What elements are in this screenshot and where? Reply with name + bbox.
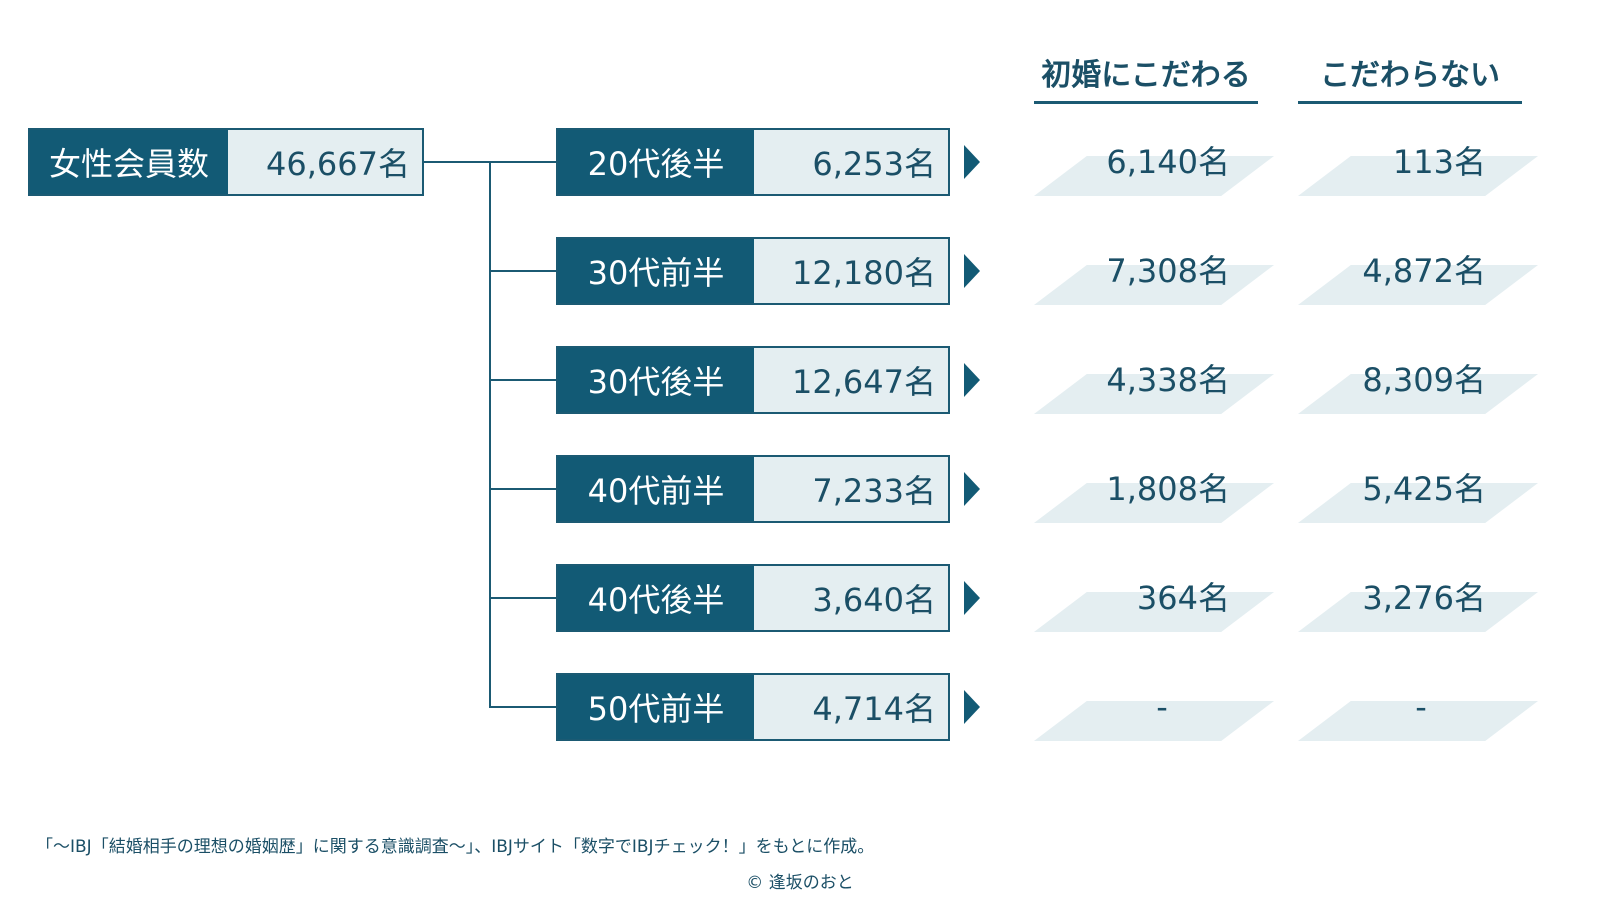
no-preference-count: 8,309名 (1362, 361, 1486, 399)
row-arrow-icon (964, 363, 980, 397)
first-marriage-count: 7,308名 (1106, 252, 1230, 290)
age-group-box: 20代後半 6,253名 (556, 128, 950, 196)
total-members-label: 女性会員数 (30, 130, 228, 194)
first-marriage-count: 364名 (1136, 579, 1230, 617)
connector-branch-4 (489, 488, 556, 490)
header-first-marriage: 初婚にこだわる (1034, 56, 1258, 104)
age-group-label: 40代後半 (558, 566, 754, 630)
header-no-preference: こだわらない (1298, 56, 1522, 104)
row-arrow-icon (964, 254, 980, 288)
no-preference-count: 5,425名 (1362, 470, 1486, 508)
row-arrow-icon (964, 472, 980, 506)
source-note: 「～IBJ「結婚相手の理想の婚姻歴」に関する意識調査～」、IBJサイト「数字でI… (36, 837, 875, 857)
first-marriage-count: - (1156, 688, 1168, 726)
copyright-note: © 逢坂のおと (746, 873, 854, 893)
first-marriage-count: 6,140名 (1106, 143, 1230, 181)
first-marriage-count: 4,338名 (1106, 361, 1230, 399)
age-group-label: 20代後半 (558, 130, 754, 194)
connector-branch-5 (489, 597, 556, 599)
age-group-count: 12,180名 (754, 239, 948, 303)
no-preference-count: 3,276名 (1362, 579, 1486, 617)
age-group-label: 40代前半 (558, 457, 754, 521)
age-group-box: 30代前半 12,180名 (556, 237, 950, 305)
connector-branch-6 (489, 706, 556, 708)
connector-vertical (489, 161, 491, 708)
age-group-box: 50代前半 4,714名 (556, 673, 950, 741)
age-group-label: 30代後半 (558, 348, 754, 412)
age-group-label: 50代前半 (558, 675, 754, 739)
age-group-count: 3,640名 (754, 566, 948, 630)
age-group-count: 12,647名 (754, 348, 948, 412)
connector-branch-2 (489, 270, 556, 272)
age-group-label: 30代前半 (558, 239, 754, 303)
age-group-box: 40代後半 3,640名 (556, 564, 950, 632)
connector-branch-3 (489, 379, 556, 381)
age-group-count: 6,253名 (754, 130, 948, 194)
row-arrow-icon (964, 145, 980, 179)
row-arrow-icon (964, 690, 980, 724)
first-marriage-count: 1,808名 (1106, 470, 1230, 508)
age-group-count: 7,233名 (754, 457, 948, 521)
no-preference-count: 113名 (1392, 143, 1486, 181)
age-group-count: 4,714名 (754, 675, 948, 739)
no-preference-count: - (1415, 688, 1427, 726)
age-group-box: 40代前半 7,233名 (556, 455, 950, 523)
no-preference-count: 4,872名 (1362, 252, 1486, 290)
total-members-box: 女性会員数 46,667名 (28, 128, 424, 196)
total-members-value: 46,667名 (228, 130, 422, 194)
age-group-box: 30代後半 12,647名 (556, 346, 950, 414)
row-arrow-icon (964, 581, 980, 615)
